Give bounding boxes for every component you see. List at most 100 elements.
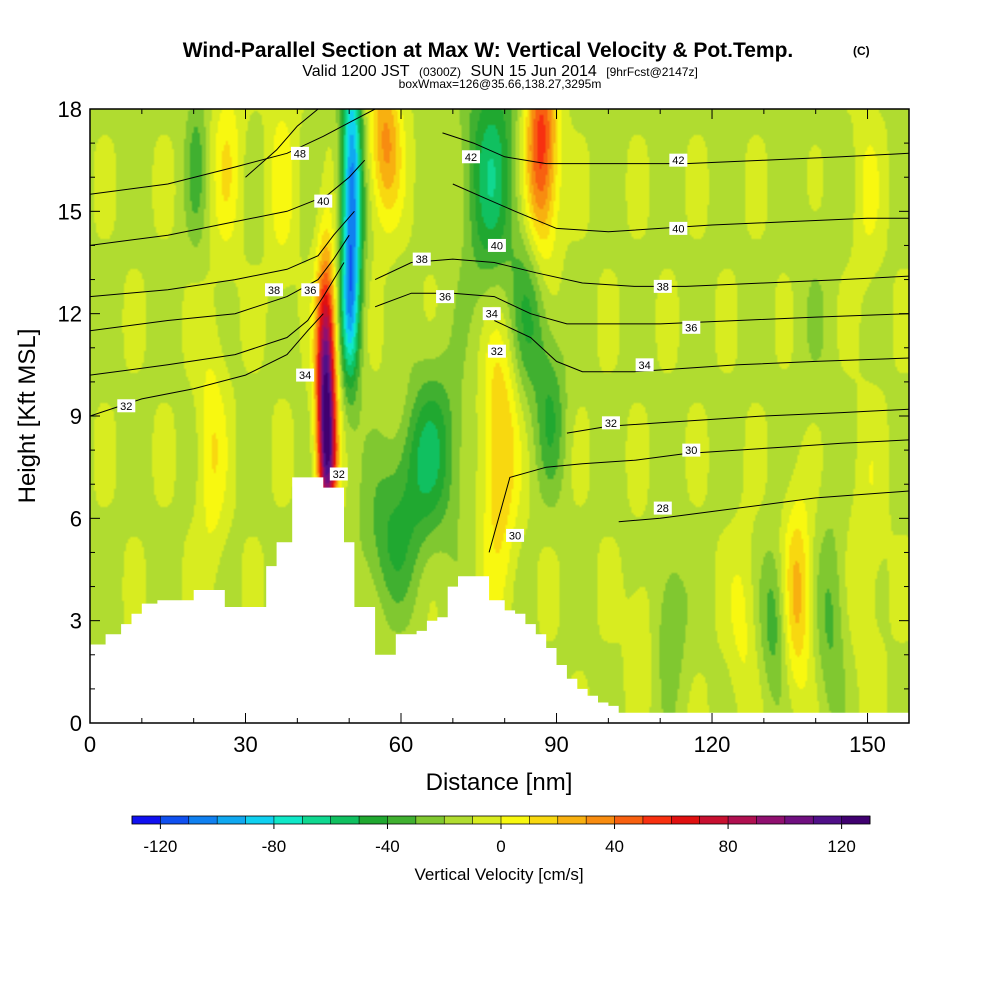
- colorbar-swatch: [472, 816, 502, 824]
- colorbar-tick-label: 120: [827, 837, 855, 856]
- contour-label-box: [635, 358, 654, 372]
- colorbar-swatch: [671, 816, 701, 824]
- contour-label-text: 40: [317, 196, 329, 208]
- contour-label-text: 38: [657, 281, 669, 293]
- chart-title: Wind-Parallel Section at Max W: Vertical…: [183, 39, 794, 62]
- contour-label-box: [436, 290, 455, 304]
- contour-label-box: [506, 528, 525, 542]
- contour-label-text: 34: [639, 360, 651, 372]
- contour-label-text: 36: [685, 322, 697, 334]
- contour-label-text: 48: [294, 148, 306, 160]
- contour-label-text: 40: [491, 240, 503, 252]
- contour-label-42: 42: [669, 153, 688, 167]
- colorbar: -120 -80 -40 0 40 80 120: [131, 815, 871, 856]
- theta-contour-38: [374, 258, 909, 287]
- contour-label-28: 28: [653, 501, 672, 515]
- contour-label-box: [682, 320, 701, 334]
- colorbar-tick-label: 80: [719, 837, 738, 856]
- contour-label-text: 38: [416, 254, 428, 266]
- subtitle-valid: Valid 1200 JST: [302, 63, 410, 80]
- theta-contour-30: [488, 439, 909, 553]
- colorbar-swatch: [444, 816, 474, 824]
- contour-label-36: 36: [436, 290, 455, 304]
- contour-label-34: 34: [482, 307, 501, 321]
- colorbar-swatch: [501, 816, 530, 824]
- contour-label-box: [653, 279, 672, 293]
- theta-contour-38: [90, 210, 355, 298]
- colorbar-swatch: [273, 816, 303, 824]
- colorbar-tick-label: 40: [605, 837, 624, 856]
- contour-label-text: 38: [268, 285, 280, 297]
- contour-label-text: 32: [491, 346, 503, 358]
- theta-contour-28: [618, 490, 909, 523]
- contour-label-38: 38: [412, 252, 431, 266]
- contour-label-38: 38: [653, 279, 672, 293]
- subtitle-utc: (0300Z): [419, 65, 461, 79]
- contour-label-box: [329, 467, 348, 481]
- colorbar-swatch: [699, 816, 729, 824]
- contour-label-text: 34: [299, 370, 311, 382]
- theta-contour-34: [494, 320, 909, 373]
- contour-label-text: 32: [120, 401, 132, 413]
- contour-label-text: 36: [439, 292, 451, 304]
- chart-title-tag: (C): [853, 44, 870, 58]
- terrain-mask: [90, 477, 909, 723]
- plot-area: 48 42 42 40 40 40 38 36 38 38 36 34 36 34 32 34 32 32 30 32…: [89, 108, 910, 724]
- colorbar-swatch: [642, 816, 672, 824]
- theta-contours: [90, 109, 909, 553]
- theta-contour-labels: 48 42 42 40 40 40 38 36 38 38 36 34 36 34 32 34 32 32 30 32…: [117, 146, 701, 542]
- colorbar-swatch: [302, 816, 332, 824]
- x-tick-label: 60: [389, 732, 413, 757]
- contour-label-box: [301, 283, 320, 297]
- contour-label-text: 28: [657, 503, 669, 515]
- contour-label-box: [296, 368, 315, 382]
- y-tick-label: 6: [70, 506, 82, 531]
- contour-label-text: 30: [685, 445, 697, 457]
- colorbar-swatch: [557, 816, 587, 824]
- contour-label-32: 32: [117, 399, 136, 413]
- theta-contour-40: [452, 183, 909, 233]
- chart-subtitle: Valid 1200 JST (0300Z) SUN 15 Jun 2014 […: [302, 63, 698, 80]
- contour-label-box: [682, 443, 701, 457]
- colorbar-swatch: [529, 816, 559, 824]
- contour-label-box: [314, 194, 333, 208]
- colorbar-swatch: [217, 816, 246, 824]
- contour-label-box: [461, 150, 480, 164]
- theta-contour-48: [245, 109, 319, 178]
- chart-subtitle-box: boxWmax=126@35.66,138.27,3295m: [399, 77, 602, 91]
- theta-contour-42: [442, 132, 909, 165]
- colorbar-swatch: [160, 816, 190, 824]
- x-tick-label: 30: [233, 732, 257, 757]
- colorbar-swatch: [784, 816, 814, 824]
- contour-label-32: 32: [329, 467, 348, 481]
- contour-label-36: 36: [682, 320, 701, 334]
- contour-label-box: [601, 416, 620, 430]
- x-tick-label: 0: [84, 732, 96, 757]
- y-tick-label: 18: [58, 97, 82, 122]
- colorbar-swatch: [359, 816, 388, 824]
- colorbar-swatch: [330, 816, 360, 824]
- contour-label-32: 32: [487, 344, 506, 358]
- contour-label-box: [265, 283, 284, 297]
- colorbar-tick-label: 0: [496, 837, 505, 856]
- y-tick-label: 3: [70, 609, 82, 634]
- contour-label-box: [487, 344, 506, 358]
- colorbar-swatch: [841, 816, 871, 824]
- colorbar-swatch: [728, 816, 757, 824]
- contour-label-text: 42: [465, 152, 477, 164]
- y-tick-label: 9: [70, 404, 82, 429]
- theta-contour-42: [90, 109, 376, 195]
- colorbar-swatch: [387, 816, 417, 824]
- contour-label-42: 42: [461, 150, 480, 164]
- colorbar-swatch: [586, 816, 615, 824]
- contour-label-38: 38: [265, 283, 284, 297]
- y-axis-label: Height [Kft MSL]: [14, 329, 41, 504]
- colorbar-swatch: [614, 816, 644, 824]
- contour-label-box: [482, 307, 501, 321]
- contour-label-text: 30: [509, 530, 521, 542]
- theta-contour-36: [90, 234, 350, 332]
- y-tick-label: 0: [70, 711, 82, 736]
- contour-label-48: 48: [290, 146, 309, 160]
